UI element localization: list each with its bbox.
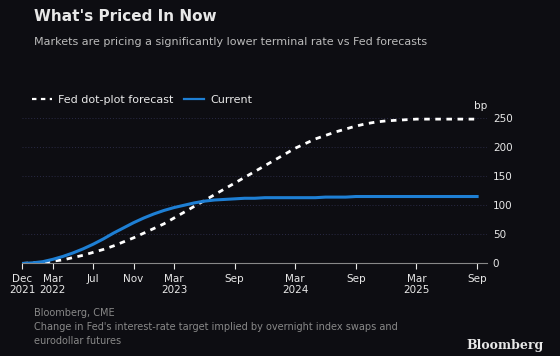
Text: eurodollar futures: eurodollar futures bbox=[34, 336, 121, 346]
Text: Bloomberg, CME: Bloomberg, CME bbox=[34, 308, 114, 318]
Text: What's Priced In Now: What's Priced In Now bbox=[34, 9, 216, 24]
Text: Markets are pricing a significantly lower terminal rate vs Fed forecasts: Markets are pricing a significantly lowe… bbox=[34, 37, 427, 47]
Text: bp: bp bbox=[474, 101, 487, 111]
Text: Bloomberg: Bloomberg bbox=[466, 339, 543, 352]
Text: Change in Fed's interest-rate target implied by overnight index swaps and: Change in Fed's interest-rate target imp… bbox=[34, 322, 398, 332]
Legend: Fed dot-plot forecast, Current: Fed dot-plot forecast, Current bbox=[28, 90, 256, 109]
